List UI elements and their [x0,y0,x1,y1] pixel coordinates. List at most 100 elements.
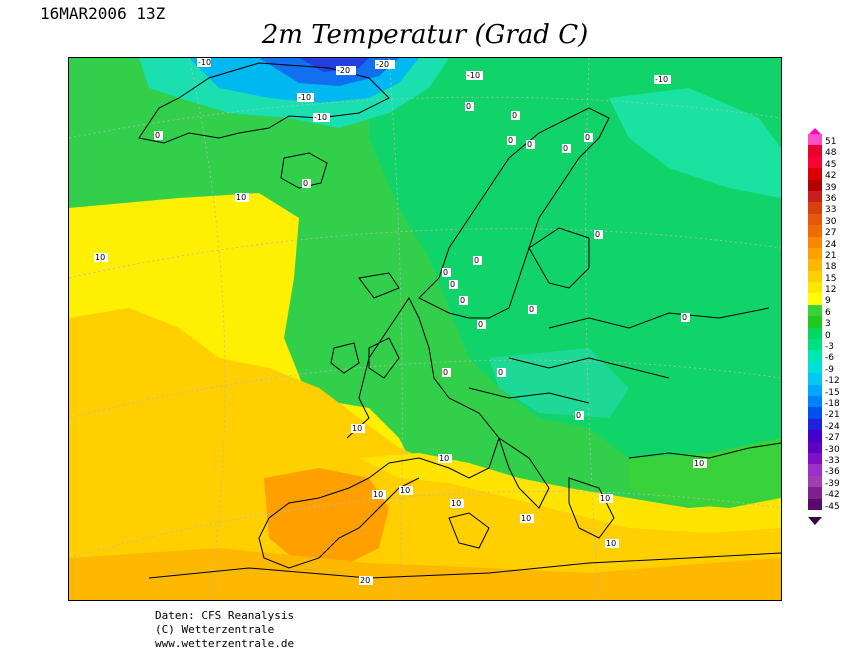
contour-label: 20 [360,576,370,585]
southwest-orange [69,308,781,600]
contour-label: 10 [400,486,410,495]
legend-label: 48 [825,148,837,159]
credits: Daten: CFS Reanalysis (C) Wetterzentrale… [155,609,294,651]
contour-label: 0 [527,140,532,149]
contour-label: 10 [95,253,105,262]
legend-label: 15 [825,273,837,284]
legend-label: 18 [825,262,837,273]
legend-label: -45 [825,501,840,512]
contour-label: 0 [529,305,534,314]
contour-label: 0 [576,411,581,420]
contour-label: 0 [460,296,465,305]
contour-label: -10 [655,75,668,84]
legend-swatch [808,452,822,465]
legend-swatch [808,190,822,203]
legend-swatch [808,373,822,385]
contour-label: 10 [600,494,610,503]
contour-label: 0 [563,144,568,153]
legend-label: -36 [825,467,840,478]
teal-region [609,88,781,198]
temperature-map: -10 -20 -20 -10 -10 -10 -10 0 0 0 0 10 1… [68,57,782,601]
legend-swatch [808,202,822,214]
legend-swatch [808,270,822,283]
legend-label: -12 [825,376,840,387]
legend-label: 6 [825,307,831,318]
legend-swatch [808,213,822,226]
legend-swatch [808,179,822,191]
legend-swatch [808,464,822,476]
anatolia-green [629,438,781,508]
legend-label: 45 [825,159,837,170]
legend-label: 30 [825,216,837,227]
contour-label: 10 [606,539,616,548]
legend-label: 3 [825,319,831,330]
contour-label: -10 [298,93,311,102]
legend-swatch [808,168,822,180]
legend-swatch [808,145,822,157]
legend-arrow-down-icon [808,517,822,525]
contour-label: 0 [508,136,513,145]
legend-label: 42 [825,171,837,182]
contour-label: 10 [521,514,531,523]
legend-swatch [808,418,822,431]
legend-swatch [808,475,822,488]
legend-swatch [808,395,822,408]
legend-label: -39 [825,478,840,489]
contour-label: 0 [466,102,471,111]
north-africa-orange [69,548,781,600]
contour-label: 10 [236,193,246,202]
contour-label: 10 [694,459,704,468]
legend-label: 39 [825,182,837,193]
contour-label: -20 [337,66,350,75]
legend-label: 21 [825,250,837,261]
legend-swatch [808,384,822,396]
legend-label: -3 [825,342,834,353]
credit-website: www.wetterzentrale.de [155,637,295,650]
legend-label: 27 [825,228,837,239]
legend-swatch [808,407,822,419]
legend-swatch [808,293,822,305]
contour-label: 10 [439,454,449,463]
legend-swatch [808,225,822,237]
legend-swatch [808,316,822,328]
iberia-orange [264,468,389,568]
legend-label: -24 [825,421,840,432]
legend-swatch [808,498,822,510]
legend-swatch [808,134,822,146]
credit-data-source: Daten: CFS Reanalysis [155,609,295,622]
legend-swatch [808,247,822,260]
contour-label: 0 [474,256,479,265]
legend-label: -21 [825,410,840,421]
contour-label: 0 [595,230,600,239]
contour-label: -20 [376,60,389,69]
legend-label: 51 [825,137,837,147]
map-title: 2m Temperatur (Grad C) [261,20,589,50]
contour-label: 0 [155,131,160,140]
credit-copyright: (C) Wetterzentrale [155,623,275,636]
contour-label: 10 [451,499,461,508]
legend-label: 36 [825,193,837,204]
legend-swatch [808,361,822,374]
legend-swatch [808,236,822,248]
contour-label: 10 [373,490,383,499]
contour-label: -10 [314,113,327,122]
legend-swatch [808,430,822,442]
legend-swatch [808,487,822,499]
contour-label: 0 [303,179,308,188]
contour-label: 10 [352,424,362,433]
legend-swatch [808,339,822,351]
teal-region-2 [489,348,629,418]
contour-label: -10 [467,71,480,80]
legend-arrow-up-icon [808,128,822,135]
contour-label: 0 [512,111,517,120]
legend-label: -18 [825,398,840,409]
coastlines [138,62,781,579]
legend-swatch [808,441,822,453]
contour-label: -10 [198,58,211,67]
legend-swatch [808,327,822,340]
legend-swatch [808,350,822,362]
legend-swatch [808,282,822,294]
legend-label: 0 [825,330,831,341]
temperature-map-canvas: -10 -20 -20 -10 -10 -10 -10 0 0 0 0 10 1… [69,58,781,600]
legend-label: 12 [825,285,837,296]
